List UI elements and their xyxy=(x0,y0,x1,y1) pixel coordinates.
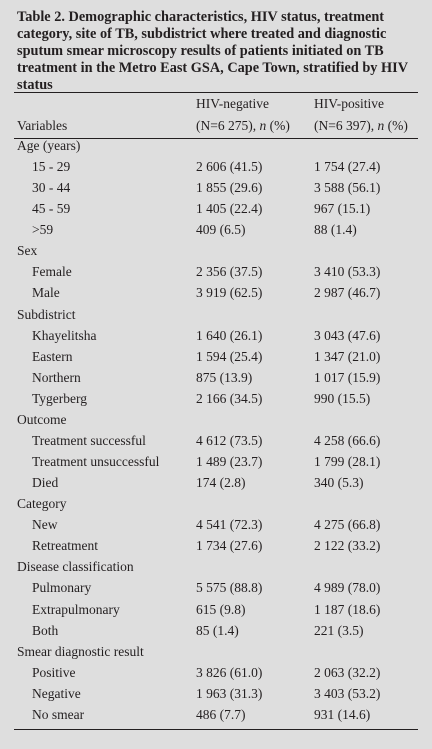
row-label: Treatment unsuccessful xyxy=(32,454,160,470)
cell: 2 606 (41.5) xyxy=(196,159,263,175)
section-label: Category xyxy=(17,496,67,512)
cell: 1 187 (18.6) xyxy=(314,601,381,617)
row-label: Khayelitsha xyxy=(32,327,97,343)
cell: 1 640 (26.1) xyxy=(196,327,263,343)
column-count: (N=6 397), n (%) xyxy=(314,118,408,134)
cell: 174 (2.8) xyxy=(196,475,246,491)
cell: 3 919 (62.5) xyxy=(196,285,263,301)
row-label: Both xyxy=(32,622,59,638)
cell: 5 575 (88.8) xyxy=(196,580,263,596)
row-label: Pulmonary xyxy=(32,580,92,596)
cell: 4 612 (73.5) xyxy=(196,432,263,448)
row-label: Male xyxy=(32,285,60,301)
section-label: Age (years) xyxy=(17,138,81,153)
cell: 1 799 (28.1) xyxy=(314,454,381,470)
row-label: 15 - 29 xyxy=(32,159,71,175)
row-label: 45 - 59 xyxy=(32,201,71,217)
header-variables: Variables xyxy=(17,118,68,133)
cell: 3 043 (47.6) xyxy=(314,327,381,343)
row-label: Tygerberg xyxy=(32,390,88,406)
cell: 409 (6.5) xyxy=(196,222,246,238)
section-label: Disease classification xyxy=(17,559,134,575)
row-label: Treatment successful xyxy=(32,432,146,448)
cell: 4 258 (66.6) xyxy=(314,432,381,448)
cell: 1 017 (15.9) xyxy=(314,369,381,385)
cell: 3 826 (61.0) xyxy=(196,664,263,680)
unit: (%) xyxy=(266,118,290,133)
cell: 1 855 (29.6) xyxy=(196,180,263,196)
cell: 875 (13.9) xyxy=(196,369,253,385)
cell: 3 588 (56.1) xyxy=(314,180,381,196)
section-label: Smear diagnostic result xyxy=(17,643,144,659)
cell: 4 541 (72.3) xyxy=(196,517,263,533)
cell: 4 989 (78.0) xyxy=(314,580,381,596)
cell: 931 (14.6) xyxy=(314,706,371,722)
column-count: (N=6 275), n (%) xyxy=(196,118,290,134)
cell: 1 754 (27.4) xyxy=(314,159,381,175)
section-label: Sex xyxy=(17,243,38,259)
row-label: No smear xyxy=(32,706,85,722)
row-label: Extrapulmonary xyxy=(32,601,120,617)
cell: 990 (15.5) xyxy=(314,390,371,406)
rule xyxy=(14,729,418,730)
cell: 1 489 (23.7) xyxy=(196,454,263,470)
cell: 2 166 (34.5) xyxy=(196,390,263,406)
cell: 221 (3.5) xyxy=(314,622,364,638)
count: (N=6 275), xyxy=(196,118,260,133)
cell: 88 (1.4) xyxy=(314,222,357,238)
row-label: Retreatment xyxy=(32,538,98,554)
rule xyxy=(14,92,418,93)
row-label: Eastern xyxy=(32,348,73,364)
count: (N=6 397), xyxy=(314,118,378,133)
column-name: HIV-positive xyxy=(314,96,384,111)
table-title: Table 2. Demographic characteristics, HI… xyxy=(17,9,408,93)
cell: 2 356 (37.5) xyxy=(196,264,263,280)
cell: 1 963 (31.3) xyxy=(196,685,263,701)
cell: 1 734 (27.6) xyxy=(196,538,263,554)
column-name: HIV-negative xyxy=(196,96,269,111)
row-label: Female xyxy=(32,264,72,280)
cell: 2 987 (46.7) xyxy=(314,285,381,301)
row-label: New xyxy=(32,517,58,533)
row-label: >59 xyxy=(32,222,54,238)
section-label: Subdistrict xyxy=(17,306,76,322)
section-label: Outcome xyxy=(17,411,67,427)
n-symbol: n xyxy=(377,118,385,133)
row-label: 30 - 44 xyxy=(32,180,71,196)
cell: 1 594 (25.4) xyxy=(196,348,263,364)
cell: 3 410 (53.3) xyxy=(314,264,381,280)
cell: 1 347 (21.0) xyxy=(314,348,381,364)
cell: 4 275 (66.8) xyxy=(314,517,381,533)
cell: 486 (7.7) xyxy=(196,706,246,722)
row-label: Positive xyxy=(32,664,76,680)
n-symbol: n xyxy=(259,118,267,133)
cell: 615 (9.8) xyxy=(196,601,246,617)
row-label: Negative xyxy=(32,685,81,701)
cell: 1 405 (22.4) xyxy=(196,201,263,217)
cell: 2 063 (32.2) xyxy=(314,664,381,680)
cell: 967 (15.1) xyxy=(314,201,371,217)
cell: 340 (5.3) xyxy=(314,475,364,491)
cell: 85 (1.4) xyxy=(196,622,239,638)
unit: (%) xyxy=(384,118,408,133)
row-label: Northern xyxy=(32,369,81,385)
row-label: Died xyxy=(32,475,59,491)
rule xyxy=(14,138,418,139)
cell: 2 122 (33.2) xyxy=(314,538,381,554)
cell: 3 403 (53.2) xyxy=(314,685,381,701)
